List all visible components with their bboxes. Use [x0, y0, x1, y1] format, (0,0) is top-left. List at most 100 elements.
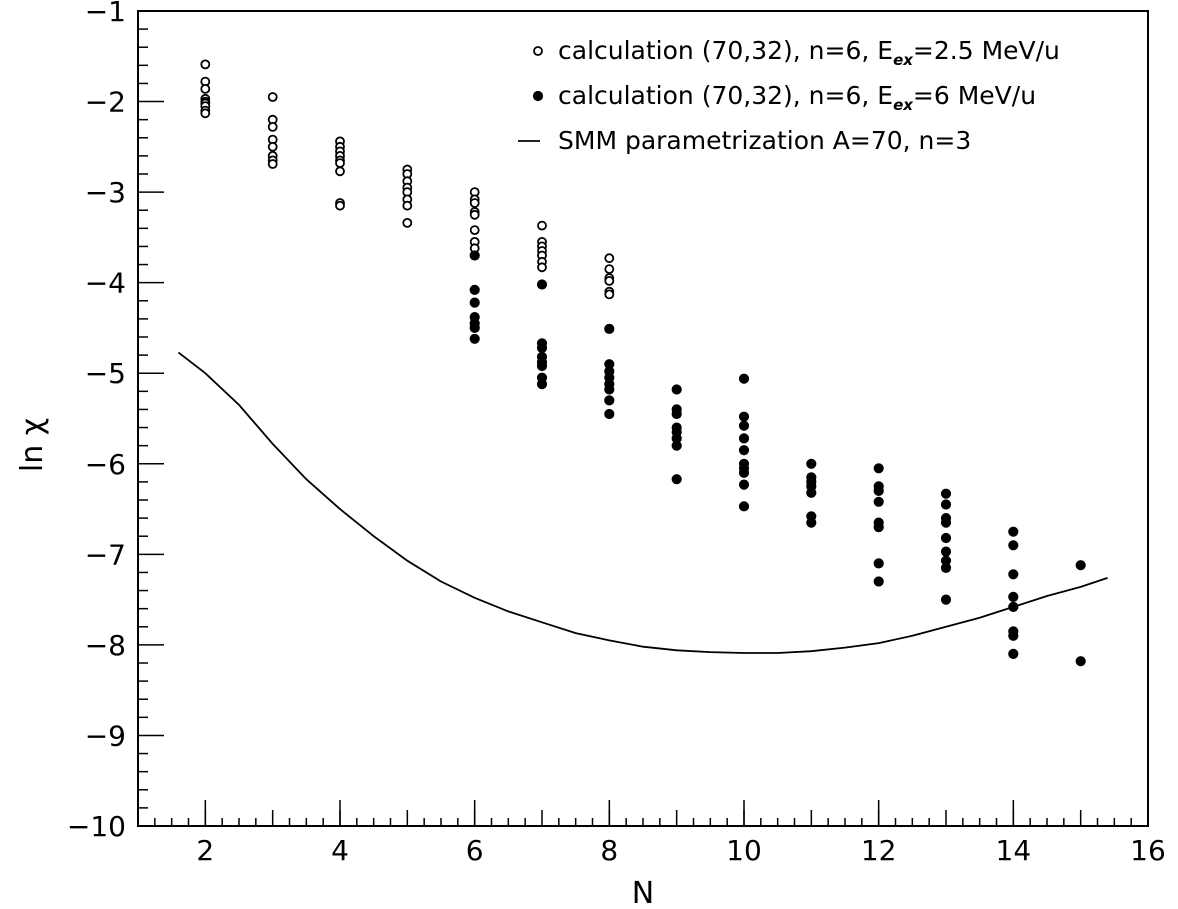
filled-point — [604, 323, 615, 334]
x-tick-label: 14 — [996, 834, 1032, 867]
open-point — [604, 275, 615, 286]
filled-point — [738, 373, 750, 384]
y-tick-label: −2 — [85, 86, 126, 119]
legend-label: calculation (70,32), n=6, Eex=2.5 MeV/u — [558, 36, 1060, 69]
open-point — [335, 158, 345, 169]
x-tick-label: 6 — [466, 834, 484, 867]
filled-point — [738, 420, 750, 431]
filled-point — [806, 458, 817, 469]
filled-point — [536, 360, 548, 372]
filled-point — [873, 496, 884, 507]
filled-point — [940, 488, 952, 499]
open-point — [267, 92, 278, 102]
filled-point — [738, 433, 750, 444]
filled-point — [940, 499, 952, 510]
filled-point — [671, 474, 682, 485]
filled-point — [1075, 560, 1086, 571]
y-tick-label: −10 — [67, 810, 126, 843]
legend-label: SMM parametrization A=70, n=3 — [558, 126, 971, 155]
filled-point — [940, 562, 952, 574]
open-point — [604, 253, 615, 264]
filled-point — [469, 250, 480, 261]
filled-point — [671, 440, 682, 451]
filled-point — [738, 445, 750, 456]
series-line — [177, 351, 1108, 654]
y-tick-label: −5 — [85, 357, 126, 390]
open-point — [604, 289, 615, 300]
open-point — [469, 225, 480, 236]
plot-area — [177, 59, 1108, 667]
open-point — [537, 220, 547, 231]
filled-point — [536, 279, 548, 290]
open-point — [402, 200, 413, 211]
y-tick-label: −6 — [85, 448, 126, 481]
filled-point — [873, 485, 884, 496]
filled-point — [671, 408, 682, 420]
filled-point — [873, 558, 884, 569]
open-point — [200, 84, 211, 94]
axes: 2 4 6 8 10 12 14 16 −10 −9 −8 −7 −6 −5 −4 −3 −2 −1 — [67, 0, 1166, 867]
open-point — [267, 141, 278, 152]
filled-point — [873, 576, 884, 587]
y-tick-label: −8 — [85, 629, 126, 662]
y-tick-label: −9 — [85, 719, 126, 752]
filled-point — [1008, 526, 1019, 537]
open-point — [469, 209, 480, 220]
legend-marker-filled — [532, 90, 544, 102]
filled-point — [940, 532, 952, 544]
open-point — [537, 262, 547, 273]
filled-point — [738, 501, 750, 512]
filled-point — [1008, 630, 1019, 641]
filled-point — [738, 467, 750, 478]
open-point — [604, 264, 615, 275]
filled-point — [940, 517, 952, 528]
filled-point — [536, 342, 548, 353]
filled-point — [469, 297, 480, 308]
filled-point — [1008, 591, 1019, 603]
legend: calculation (70,32), n=6, Eex=2.5 MeV/u c… — [518, 36, 1060, 155]
filled-point — [469, 322, 480, 333]
filled-point — [940, 546, 952, 557]
open-point — [267, 122, 278, 132]
open-point — [200, 59, 211, 70]
legend-label: calculation (70,32), n=6, Eex=6 MeV/u — [558, 81, 1036, 114]
filled-point — [604, 408, 615, 420]
open-point — [267, 159, 278, 169]
x-tick-label: 10 — [726, 834, 762, 867]
open-point — [200, 108, 211, 119]
filled-point — [738, 411, 750, 422]
filled-point — [469, 333, 480, 344]
y-tick-label: −3 — [85, 176, 126, 209]
filled-point — [604, 395, 615, 406]
filled-point — [671, 384, 682, 395]
x-tick-label: 16 — [1130, 834, 1166, 867]
y-axis-label: ln χ — [15, 418, 50, 472]
filled-point — [873, 463, 884, 474]
filled-point — [873, 522, 884, 533]
y-tick-label: −7 — [85, 538, 126, 571]
filled-point — [1008, 569, 1019, 580]
filled-point — [469, 284, 480, 295]
x-tick-label: 12 — [861, 834, 897, 867]
x-tick-label: 4 — [331, 834, 349, 867]
open-point — [469, 198, 480, 208]
y-tick-label: −4 — [85, 267, 126, 300]
filled-point — [738, 479, 750, 490]
x-tick-label: 8 — [600, 834, 618, 867]
open-point — [335, 200, 345, 211]
x-axis-label: N — [632, 876, 654, 909]
filled-point — [536, 378, 548, 390]
x-tick-label: 2 — [196, 834, 214, 867]
filled-point — [806, 487, 817, 498]
filled-point — [1008, 648, 1019, 660]
filled-point — [1075, 656, 1086, 667]
filled-point — [940, 594, 952, 605]
filled-point — [1008, 540, 1019, 551]
filled-point — [806, 517, 817, 528]
open-point — [335, 166, 345, 177]
y-tick-label: −1 — [85, 0, 126, 28]
legend-marker-open — [533, 46, 543, 56]
open-point — [402, 217, 413, 228]
filled-point — [604, 384, 615, 395]
